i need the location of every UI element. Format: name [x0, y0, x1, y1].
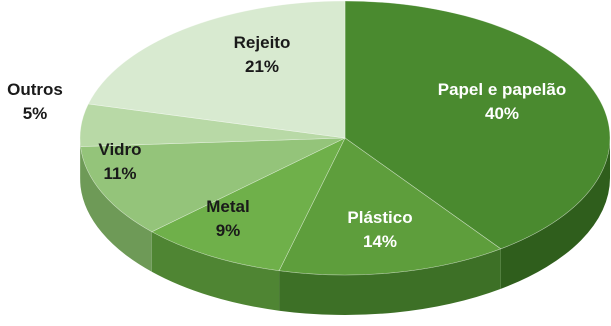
pie-side-0: [500, 138, 610, 289]
pie-side-2: [151, 231, 280, 311]
slice-name: Papel e papelão: [438, 80, 567, 99]
slice-value: 14%: [363, 232, 397, 251]
pie-side-4: [80, 138, 81, 187]
slice-label-0: Papel e papelão 40%: [438, 80, 567, 123]
slice-value: 5%: [23, 104, 48, 123]
pie-slice-0: [344, 0, 611, 250]
slice-label-4: Outros 5%: [7, 80, 63, 123]
slice-name: Plástico: [347, 208, 412, 227]
pie-side-1: [279, 248, 501, 315]
slice-value: 11%: [103, 164, 136, 183]
pie-side-3: [80, 146, 152, 272]
slice-value: 21%: [245, 57, 279, 76]
pie-slice-1: [278, 137, 502, 276]
slice-name: Rejeito: [234, 33, 291, 52]
slice-name: Vidro: [98, 140, 141, 159]
pie-slice-3: [80, 137, 346, 233]
pie-slice-2: [151, 137, 346, 272]
pie-slice-5: [87, 0, 346, 139]
pie-slices: [79, 0, 611, 276]
slice-value: 9%: [216, 221, 241, 240]
slice-label-5: Rejeito 21%: [234, 33, 291, 76]
slice-name: Outros: [7, 80, 63, 99]
slice-label-3: Vidro 11%: [98, 140, 141, 183]
pie-sides: [80, 138, 610, 315]
slice-label-1: Plástico 14%: [347, 208, 412, 251]
slice-name: Metal: [206, 197, 249, 216]
slice-label-2: Metal 9%: [206, 197, 249, 240]
slice-labels: Papel e papelão 40% Plástico 14% Metal 9% Vidr…: [7, 33, 566, 251]
slice-value: 40%: [485, 104, 519, 123]
